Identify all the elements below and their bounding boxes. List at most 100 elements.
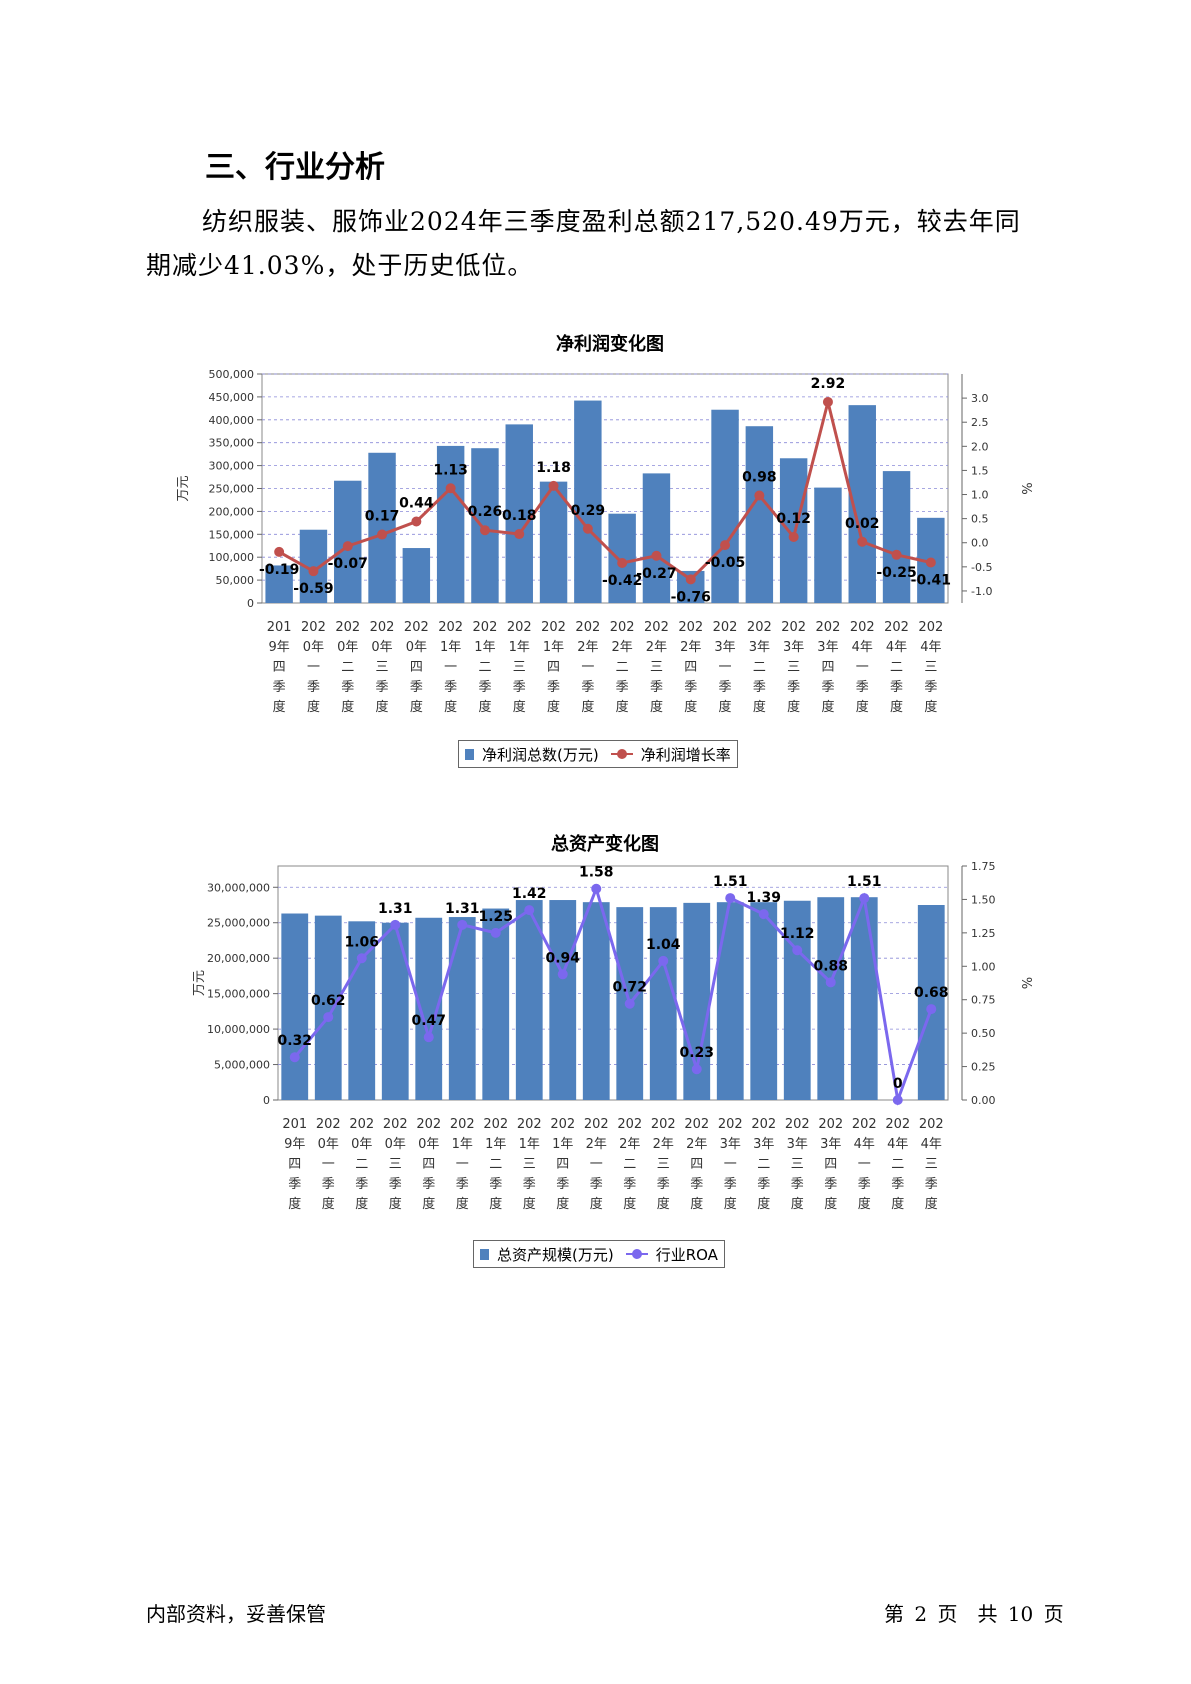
- y2-tick-label: 0.25: [971, 1061, 996, 1074]
- data-label: -0.19: [259, 562, 299, 578]
- legend-item-total-assets: 总资产规模(万元): [497, 1245, 614, 1264]
- y-tick-label: 20,000,000: [207, 952, 270, 965]
- line-point: [822, 396, 833, 407]
- data-label: 0.88: [813, 958, 848, 974]
- bar: [574, 400, 602, 603]
- legend-item-net-profit-growth: 净利润增长率: [640, 745, 731, 764]
- y-tick-label: 5,000,000: [214, 1059, 270, 1072]
- data-label: -0.76: [671, 589, 711, 605]
- y-tick-label: 250,000: [209, 483, 255, 496]
- data-label: 2.92: [811, 376, 846, 392]
- data-label: 1.31: [445, 901, 480, 917]
- x-tick-label: 202 4年二季度: [885, 1117, 910, 1212]
- y-tick-label: 500,000: [209, 368, 255, 381]
- x-tick-label: 202 0年四季度: [404, 620, 429, 715]
- x-tick-label: 202 4年三季度: [918, 620, 943, 715]
- bar: [436, 445, 465, 603]
- data-label: 1.04: [646, 937, 681, 953]
- section-paragraph: 纺织服装、服饰业2024年三季度盈利总额217,520.49万元，较去年同期减少…: [146, 207, 1021, 280]
- data-label: -0.05: [705, 555, 745, 571]
- data-label: -0.42: [602, 573, 642, 589]
- x-tick-label: 202 2年四季度: [678, 620, 703, 715]
- legend-item-roa: 行业ROA: [655, 1245, 718, 1264]
- x-tick-label: 202 2年二季度: [617, 1117, 642, 1212]
- x-tick-label: 202 3年四季度: [818, 1117, 843, 1212]
- y2-tick-label: 0.5: [971, 513, 989, 526]
- footer-confidential: 内部资料，妥善保管: [146, 1602, 326, 1626]
- bar: [549, 900, 577, 1100]
- y-axis-label: 万元: [176, 475, 191, 501]
- data-label: 1.25: [478, 909, 513, 925]
- x-tick-label: 202 1年一季度: [450, 1117, 475, 1212]
- bar: [448, 917, 476, 1100]
- x-tick-label: 202 0年一季度: [316, 1117, 341, 1212]
- data-label: 1.13: [433, 462, 468, 478]
- section-title: 三、行业分析: [205, 150, 385, 185]
- y-tick-label: 150,000: [209, 528, 255, 541]
- bar: [281, 913, 309, 1100]
- x-tick-label: 202 1年三季度: [507, 620, 532, 715]
- line-point: [323, 1012, 334, 1023]
- line-point: [591, 883, 602, 894]
- chart2-legend: 总资产规模(万元) 行业ROA: [473, 1240, 725, 1268]
- y2-tick-label: 1.75: [971, 860, 996, 873]
- x-tick-label: 202 1年三季度: [517, 1117, 542, 1212]
- x-tick-label: 202 3年三季度: [781, 620, 806, 715]
- x-tick-label: 202 4年一季度: [850, 620, 875, 715]
- line-point: [457, 919, 468, 930]
- chart2-title: 总资产变化图: [551, 834, 659, 855]
- bar: [882, 471, 911, 603]
- x-tick-label: 202 4年三季度: [919, 1117, 944, 1212]
- data-label: 0.32: [277, 1033, 312, 1049]
- line-point: [758, 909, 769, 920]
- line-point: [788, 531, 799, 542]
- line-point: [892, 1095, 903, 1105]
- x-tick-label: 202 3年三季度: [785, 1117, 810, 1212]
- line-point: [524, 905, 535, 916]
- line-point: [390, 919, 401, 930]
- y-tick-label: 15,000,000: [207, 988, 270, 1001]
- data-label: 0.98: [742, 469, 777, 485]
- legend-line-swatch: [610, 748, 633, 760]
- bar: [850, 897, 878, 1100]
- x-tick-label: 201 9年四季度: [282, 1117, 307, 1212]
- data-label: 0.18: [502, 508, 537, 524]
- line-point: [825, 977, 836, 988]
- y2-tick-label: -1.0: [971, 585, 992, 598]
- x-tick-label: 202 2年二季度: [610, 620, 635, 715]
- y2-axis-label: %: [1018, 977, 1033, 989]
- data-label: 1.31: [378, 901, 413, 917]
- x-tick-label: 201 9年四季度: [267, 620, 292, 715]
- line-point: [274, 546, 285, 557]
- x-tick-label: 202 1年二季度: [483, 1117, 508, 1212]
- chart1-title: 净利润变化图: [556, 334, 664, 355]
- line-point: [342, 541, 353, 552]
- line-point: [651, 550, 662, 561]
- data-label: 1.58: [579, 865, 614, 881]
- line-point: [754, 490, 765, 501]
- bar: [482, 908, 510, 1100]
- data-label: -0.07: [328, 556, 368, 572]
- data-label: -0.59: [293, 581, 333, 597]
- bar: [716, 902, 744, 1100]
- y-tick-label: 0: [247, 597, 254, 610]
- bar: [642, 473, 671, 603]
- line-point: [792, 945, 803, 956]
- legend-bar-swatch: [480, 1248, 489, 1260]
- y2-tick-label: 3.0: [971, 392, 989, 405]
- series-line: [293, 884, 933, 1106]
- line-point: [926, 1004, 937, 1015]
- chart1-legend: 净利润总数(万元) 净利润增长率: [458, 740, 738, 768]
- bar: [314, 915, 342, 1100]
- data-label: 1.06: [344, 934, 379, 950]
- data-label: 1.39: [746, 890, 781, 906]
- y2-tick-label: 0.75: [971, 994, 996, 1007]
- data-label: -0.27: [636, 566, 676, 582]
- y2-axis-label: %: [1018, 482, 1033, 494]
- x-tick-label: 202 2年三季度: [644, 620, 669, 715]
- data-label: 1.18: [536, 460, 571, 476]
- bar: [381, 922, 409, 1100]
- bar: [779, 458, 808, 603]
- data-label: 0.26: [468, 504, 503, 520]
